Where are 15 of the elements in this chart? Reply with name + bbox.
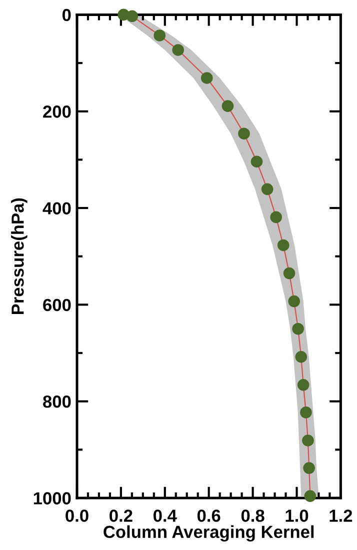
x-tick-label: 1.2 <box>330 510 352 522</box>
x-tick-label: 0.6 <box>197 510 220 522</box>
y-tick-label: 0 <box>62 8 71 22</box>
x-tick-label: 0.0 <box>66 510 88 522</box>
x-tick-label: 1.0 <box>286 510 308 522</box>
y-tick-label: 1000 <box>34 492 71 504</box>
y-tick-label: 600 <box>43 298 71 312</box>
y-tick-label: 400 <box>42 202 71 214</box>
x-tick-label: 0.2 <box>110 510 132 522</box>
y-tick-label: 800 <box>43 396 71 408</box>
x-axis-title: Column Averaging Kernel <box>104 525 314 542</box>
y-tick-label: 200 <box>43 106 71 118</box>
x-tick-label: 0.4 <box>154 510 177 522</box>
x-tick-label: 0.8 <box>241 510 264 522</box>
y-axis-title: Pressure(hPa) <box>11 198 28 314</box>
